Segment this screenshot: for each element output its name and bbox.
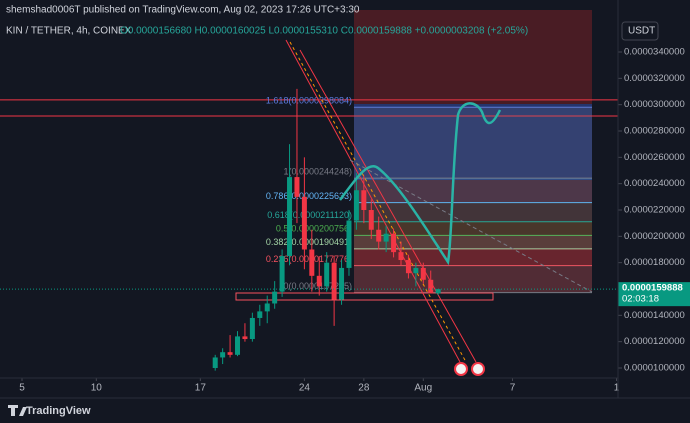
candle-body — [287, 177, 293, 257]
candle-body — [249, 317, 255, 340]
symbol: KIN / TETHER, 4h, COINEX — [6, 26, 132, 37]
candle-body — [361, 190, 367, 210]
candle-body — [316, 275, 322, 287]
x-tick-label: Aug — [414, 383, 432, 394]
x-tick-label: 10 — [91, 383, 103, 394]
fib-label: 0.236(0.0000177776) — [266, 254, 352, 264]
candle-body — [242, 336, 248, 340]
candle-body — [212, 357, 218, 368]
x-tick-label: 28 — [358, 383, 370, 394]
y-tick-label: 0.0000100000 — [624, 363, 685, 374]
channel-line — [285, 39, 461, 363]
fib-label: 1(0.0000244248) — [283, 166, 352, 176]
event-flag[interactable] — [454, 362, 468, 376]
channel-line — [299, 49, 477, 363]
y-tick-label: 0.0000220000 — [624, 205, 685, 216]
y-tick-label: 0.0000320000 — [624, 73, 685, 84]
x-tick-label: 7 — [510, 383, 516, 394]
candle-body — [391, 233, 397, 253]
fib-band — [354, 265, 592, 293]
candle-body — [257, 311, 263, 318]
support-box — [235, 292, 494, 301]
logo — [8, 405, 27, 416]
fib-label: 1.618(0.0000298084) — [266, 96, 352, 106]
fib-band — [354, 202, 592, 222]
candle-body — [383, 233, 389, 242]
last-price-label: 0.0000159888 — [622, 283, 683, 294]
publisher: shemshad0006T published on TradingView.c… — [6, 5, 360, 16]
candle-body — [309, 249, 315, 276]
countdown: 02:03:18 — [622, 294, 659, 305]
y-tick-label: 0.0000300000 — [624, 99, 685, 110]
y-tick-label: 0.0000120000 — [624, 336, 685, 347]
fib-label: 0.786(0.0000225633) — [266, 191, 352, 201]
x-tick-label: 17 — [195, 383, 207, 394]
candle-body — [353, 190, 359, 221]
x-tick-label: 1 — [614, 383, 620, 394]
candle-body — [279, 256, 285, 292]
candle-body — [368, 210, 374, 230]
channel-mid — [289, 41, 467, 363]
fib-label: 0.382(0.0000190491) — [266, 237, 352, 247]
candle-body — [235, 336, 241, 355]
y-tick-label: 0.0000340000 — [624, 47, 685, 58]
candle-body — [413, 267, 419, 274]
candle-body — [272, 291, 278, 304]
candles — [212, 88, 441, 371]
last-price-badge — [618, 282, 690, 307]
x-tick-label: 5 — [19, 383, 25, 394]
candle-body — [435, 289, 441, 294]
candle-body — [346, 220, 352, 268]
overlay: 0.0000340000 0.0000320000 0.0000300000 0.00… — [0, 47, 690, 394]
trend-line — [349, 159, 593, 293]
event-flag[interactable] — [471, 362, 485, 376]
candle-body — [339, 267, 345, 300]
candle-body — [220, 352, 226, 358]
brand: TradingView — [26, 405, 91, 417]
candle-body — [428, 279, 434, 294]
y-tick-label: 0.0000180000 — [624, 257, 685, 268]
candle-body — [331, 262, 337, 300]
fib-levels: 1.618(0.0000298084) 1(0.0000244248) 0.786(… — [0, 96, 618, 294]
y-tick-label: 0.0000240000 — [624, 178, 685, 189]
x-tick-label: 24 — [299, 383, 311, 394]
y-tick-label: 0.0000260000 — [624, 152, 685, 163]
candle-body — [301, 196, 307, 250]
fib-band — [354, 235, 592, 249]
candle-body — [324, 262, 330, 287]
candle-body — [376, 229, 382, 242]
target-zone — [354, 104, 592, 180]
fib-band — [354, 107, 592, 179]
y-tick-label: 0.0000140000 — [624, 310, 685, 321]
fib-band — [354, 248, 592, 266]
drawn-curve — [338, 102, 502, 266]
fib-band — [354, 221, 592, 236]
y-tick-label: 0.0000280000 — [624, 126, 685, 137]
candle-body — [294, 177, 300, 197]
candle-body — [420, 267, 426, 280]
currency[interactable]: USDT — [628, 26, 655, 37]
fib-label: 0.618(0.0000211120) — [267, 210, 352, 220]
y-tick-label: 0.0000200000 — [624, 231, 685, 242]
ohlc-legend: O0.0000156680 H0.0000160025 L0.000015531… — [120, 26, 528, 37]
candle-body — [398, 252, 404, 261]
candle-body — [264, 303, 270, 312]
fib-label: 0.5(0.0000200756) — [276, 224, 352, 234]
candle-body — [405, 260, 411, 274]
currency-badge[interactable] — [621, 21, 659, 41]
candle-body — [227, 352, 233, 355]
